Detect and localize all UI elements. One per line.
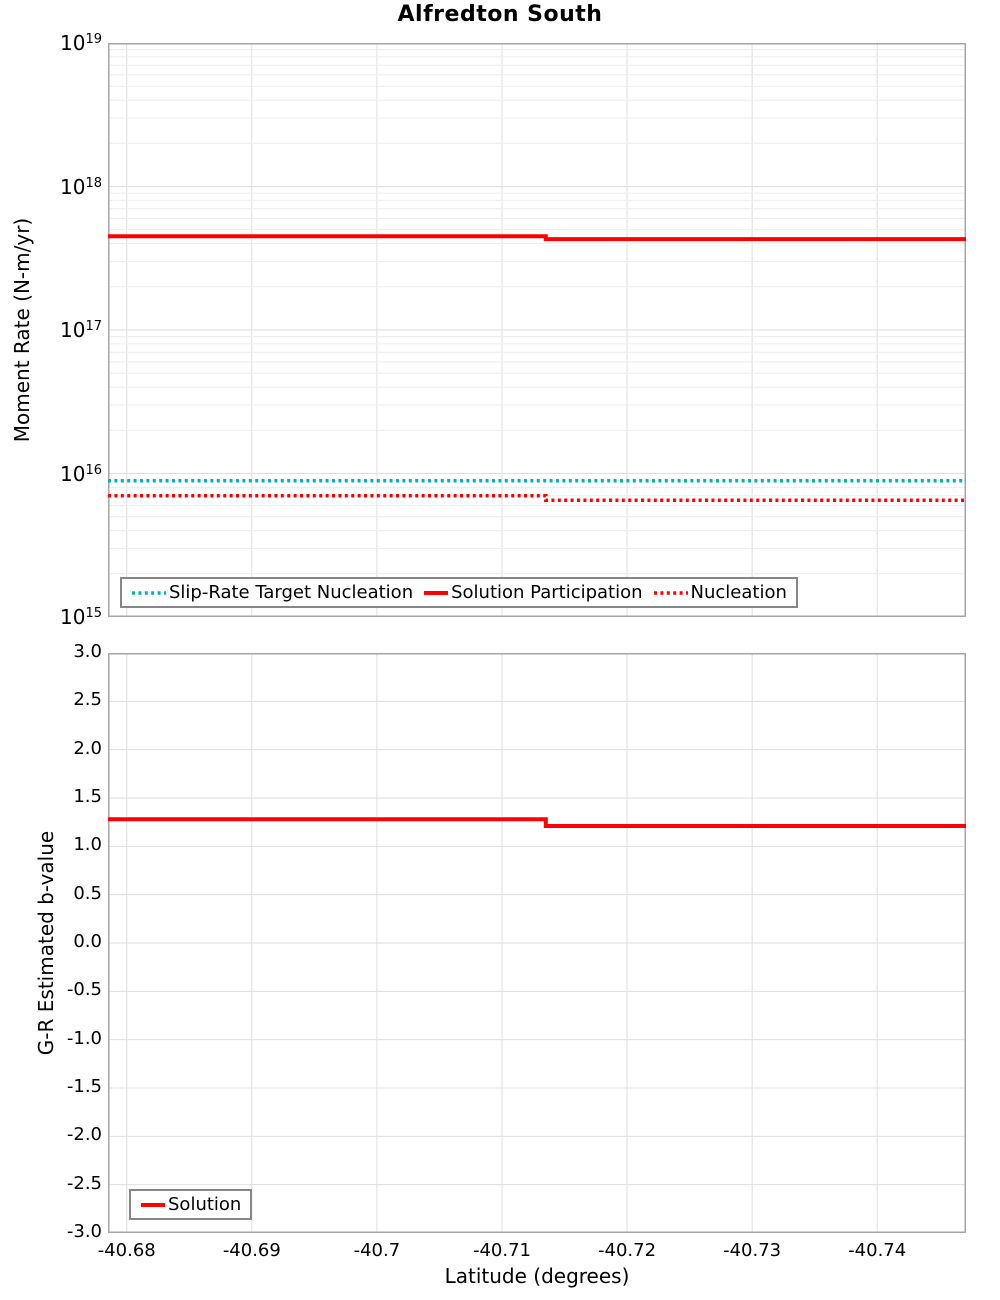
y-tick-label: -2.0 xyxy=(66,1124,102,1146)
dotted-teal-line-icon xyxy=(132,590,166,595)
legend-label: Nucleation xyxy=(690,581,787,603)
y-tick-label: 1015 xyxy=(60,605,102,629)
y-tick-label: 3.0 xyxy=(73,641,102,662)
legend-entry-solution: Solution xyxy=(140,1193,242,1215)
x-tick-label: -40.71 xyxy=(472,1240,531,1261)
moment-rate-legend: Slip-Rate Target Nucleation Solution Par… xyxy=(120,577,798,608)
y-tick-label: 2.0 xyxy=(73,737,102,759)
y-tick-label: -0.5 xyxy=(66,979,102,1001)
x-axis-label: Latitude (degrees) xyxy=(444,1264,630,1288)
y-tick-label: 1017 xyxy=(60,318,102,342)
moment-rate-plot xyxy=(108,43,966,617)
legend-label: Solution Participation xyxy=(451,581,643,603)
series-solution xyxy=(108,817,966,828)
y-tick-label: -1.5 xyxy=(66,1076,102,1097)
chart-title: Alfredton South xyxy=(397,2,603,27)
series-nucleation xyxy=(108,493,966,503)
legend-entry-solution-participation: Solution Participation xyxy=(423,581,643,603)
y-tick-label: 2.5 xyxy=(73,689,102,711)
y-tick-label: -1.0 xyxy=(66,1027,102,1049)
y-tick-label: 1016 xyxy=(60,461,102,486)
y-tick-label: 1018 xyxy=(60,174,102,199)
solid-red-line-icon xyxy=(141,1202,165,1207)
legend-label: Solution xyxy=(168,1193,242,1215)
x-tick-label: -40.72 xyxy=(598,1240,657,1261)
legend-label: Slip-Rate Target Nucleation xyxy=(169,581,414,603)
x-tick-label: -40.68 xyxy=(97,1240,156,1261)
x-tick-label: -40.7 xyxy=(353,1240,401,1261)
b-value-plot xyxy=(108,653,966,1233)
y-tick-label: 0.0 xyxy=(73,931,102,952)
y-tick-label: 1.5 xyxy=(73,786,102,807)
x-tick-label: -40.69 xyxy=(222,1240,281,1261)
y-tick-label: 1.0 xyxy=(73,834,102,856)
dotted-red-line-icon xyxy=(653,590,688,595)
legend-entry-slip-rate-target-nucleation: Slip-Rate Target Nucleation xyxy=(131,581,414,603)
x-tick-label: -40.73 xyxy=(723,1240,782,1261)
series-solution-participation xyxy=(108,234,966,242)
x-tick-label: -40.74 xyxy=(848,1240,907,1261)
y-tick-label: 1019 xyxy=(60,31,102,55)
y-tick-label: 0.5 xyxy=(73,882,102,904)
y-tick-label: -3.0 xyxy=(66,1221,102,1242)
b-value-legend: Solution xyxy=(129,1189,253,1220)
y-tick-label: -2.5 xyxy=(66,1172,102,1194)
legend-entry-nucleation: Nucleation xyxy=(653,581,787,603)
solid-red-line-icon xyxy=(424,590,449,595)
